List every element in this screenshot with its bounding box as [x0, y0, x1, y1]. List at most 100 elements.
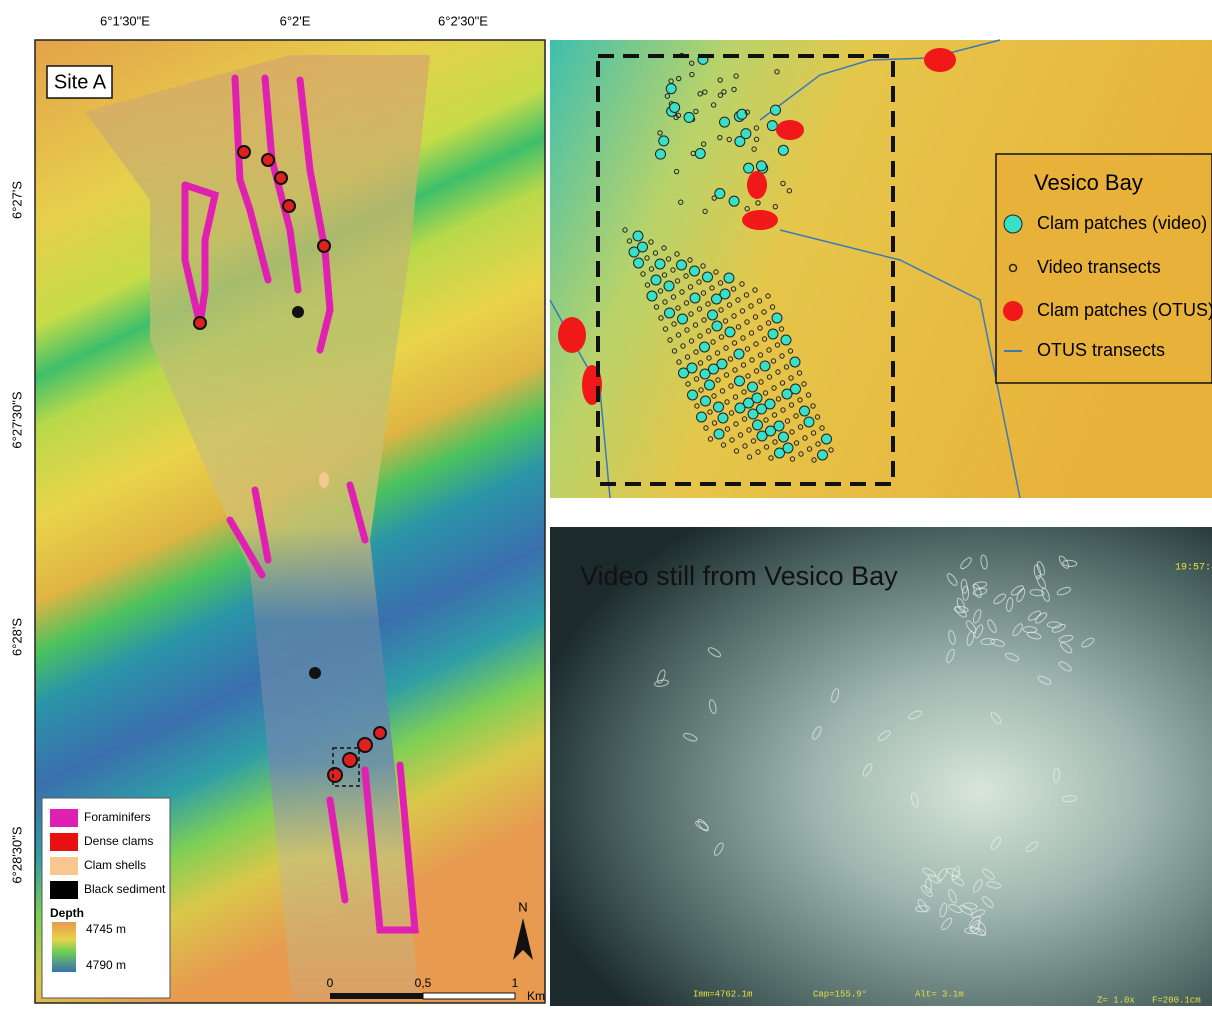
- site-map: Site A 6°1'30"E 6°2'E 6°2'30"E 6°27'S 6°…: [9, 13, 545, 1003]
- black-sediment: [292, 306, 304, 318]
- site-label: Site A: [54, 71, 107, 93]
- video-clam: [714, 429, 724, 439]
- video-clam: [725, 327, 735, 337]
- scale-label: 1: [512, 976, 519, 990]
- legend-symbol: [1003, 301, 1023, 321]
- scale-bar: [330, 993, 423, 999]
- video-clam: [690, 266, 700, 276]
- video-clam: [720, 117, 730, 127]
- depth-bar: [52, 922, 76, 972]
- video-clam: [665, 308, 675, 318]
- lon-label: 6°1'30"E: [100, 13, 150, 28]
- lat-label: 6°27'30"S: [9, 391, 24, 448]
- video-clam: [772, 313, 782, 323]
- video-clam: [697, 412, 707, 422]
- video-clam: [767, 121, 777, 131]
- video-clam: [647, 291, 657, 301]
- legend-swatch: [50, 833, 78, 851]
- video-clam: [703, 272, 713, 282]
- video-clam: [774, 421, 784, 431]
- video-clam: [735, 376, 745, 386]
- video-clam: [779, 432, 789, 442]
- legend-item: Dense clams: [84, 834, 153, 848]
- video-clam: [688, 390, 698, 400]
- video-clam: [638, 242, 648, 252]
- lat-label: 6°28'S: [9, 618, 24, 656]
- video-clam: [781, 335, 791, 345]
- video-clam: [783, 443, 793, 453]
- video-clam: [700, 342, 710, 352]
- video-time: 19:57:4: [1175, 563, 1212, 574]
- video-clam: [752, 393, 762, 403]
- north-label: N: [518, 899, 527, 914]
- lat-label: 6°27'S: [9, 181, 24, 219]
- video-clam: [753, 420, 763, 430]
- video-clam: [651, 275, 661, 285]
- video-overlay: Imm=4762.1m: [693, 989, 752, 999]
- video-caption: Video still from Vesico Bay: [580, 561, 898, 591]
- legend-item: Clam shells: [84, 858, 146, 872]
- video-clam: [684, 112, 694, 122]
- video-clam: [678, 314, 688, 324]
- video-overlay: F=200.1cm: [1152, 995, 1201, 1005]
- video-overlay: Cap=155.9°: [813, 989, 867, 999]
- video-clam: [748, 382, 758, 392]
- video-clam: [708, 310, 718, 320]
- video-clam: [670, 103, 680, 113]
- depth-min: 4745 m: [86, 922, 126, 936]
- clam-shells: [319, 472, 329, 488]
- legend-swatch: [50, 809, 78, 827]
- video-clam: [687, 363, 697, 373]
- video-clam: [717, 359, 727, 369]
- inset-legend-item: Clam patches (OTUS): [1037, 300, 1212, 320]
- video-clam: [770, 105, 780, 115]
- video-clam: [729, 196, 739, 206]
- video-clam: [677, 260, 687, 270]
- video-clam: [690, 293, 700, 303]
- lat-label: 6°28'30"S: [9, 826, 24, 883]
- legend-item: Foraminifers: [84, 810, 151, 824]
- video-clam: [822, 434, 832, 444]
- figure: Site A 6°1'30"E 6°2'E 6°2'30"E 6°27'S 6°…: [0, 0, 1212, 1006]
- legend-swatch: [50, 881, 78, 899]
- inset-legend-item: Clam patches (video): [1037, 213, 1207, 233]
- video-clam: [655, 259, 665, 269]
- legend-item: Black sediment: [84, 882, 166, 896]
- video-clam: [664, 281, 674, 291]
- video-clam: [633, 231, 643, 241]
- video-clam: [768, 329, 778, 339]
- video-clam: [718, 413, 728, 423]
- lon-label: 6°2'30"E: [438, 13, 488, 28]
- depth-title: Depth: [50, 906, 84, 920]
- inset-legend-item: Video transects: [1037, 257, 1161, 277]
- legend-symbol: [1004, 215, 1022, 233]
- video-clam: [634, 258, 644, 268]
- video-clam: [705, 380, 715, 390]
- scale-unit: Km: [527, 989, 545, 1003]
- scale-label: 0,5: [415, 976, 432, 990]
- depth-max: 4790 m: [86, 958, 126, 972]
- video-clam: [666, 84, 676, 94]
- legend-swatch: [50, 857, 78, 875]
- video-clam: [790, 357, 800, 367]
- video-clam: [724, 273, 734, 283]
- video-still: Video still from Vesico Bay 19:57:4 Imm=…: [550, 527, 1212, 1006]
- video-clam: [800, 406, 810, 416]
- video-clam: [760, 361, 770, 371]
- video-clam: [712, 321, 722, 331]
- video-clam: [695, 148, 705, 158]
- inset-legend-item: OTUS transects: [1037, 340, 1165, 360]
- video-overlay: Z= 1.0x: [1097, 995, 1135, 1005]
- lon-label: 6°2'E: [280, 13, 311, 28]
- video-clam: [756, 161, 766, 171]
- video-clam: [744, 163, 754, 173]
- video-clam: [778, 145, 788, 155]
- video-clam: [818, 450, 828, 460]
- video-clam: [765, 399, 775, 409]
- video-clam: [804, 417, 814, 427]
- video-clam: [715, 189, 725, 199]
- video-overlay: Alt= 3.1m: [915, 989, 964, 999]
- video-clam: [720, 289, 730, 299]
- inset-map: Vesico Bay Clam patches (video) Video tr…: [550, 40, 1212, 498]
- video-clam: [734, 349, 744, 359]
